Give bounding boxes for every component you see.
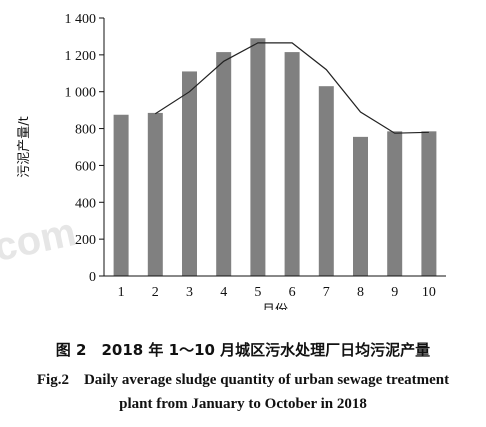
y-tick-label: 400 xyxy=(75,196,96,211)
watermark-text: com xyxy=(0,210,80,270)
x-tick-label: 4 xyxy=(220,285,227,300)
sludge-chart: com 0 200 400 600 800 1 000 1 200 1 400 1 2 3 4 5 6 7… xyxy=(0,12,446,310)
bar-month-10 xyxy=(421,131,437,276)
bar-month-3 xyxy=(182,71,197,276)
bar-month-4 xyxy=(216,52,232,276)
bar-month-6 xyxy=(284,52,300,276)
bar-month-2 xyxy=(147,112,163,277)
bar-month-9 xyxy=(387,131,403,276)
x-axis: 1 2 3 4 5 6 7 8 9 10 xyxy=(118,285,436,300)
x-tick-label: 7 xyxy=(323,285,330,300)
x-tick-label: 8 xyxy=(357,285,364,300)
bar-series xyxy=(113,38,437,277)
x-tick-label: 10 xyxy=(422,285,436,300)
x-tick-label: 1 xyxy=(118,285,125,300)
y-axis-title: 污泥产量/t xyxy=(17,116,32,177)
y-tick-label: 800 xyxy=(75,123,96,138)
bar-month-1 xyxy=(113,114,129,276)
x-tick-label: 2 xyxy=(152,285,159,300)
y-tick-label: 600 xyxy=(75,159,96,174)
caption-english-line1: Fig.2 Daily average sludge quantity of u… xyxy=(36,372,450,388)
x-tick-label: 9 xyxy=(391,285,398,300)
y-axis: 0 200 400 600 800 1 000 1 200 1 400 xyxy=(65,12,104,285)
x-tick-label: 6 xyxy=(289,285,296,300)
bar-month-7 xyxy=(318,86,334,276)
y-tick-label: 1 000 xyxy=(65,86,97,101)
x-axis-title: 月份 xyxy=(262,303,288,310)
trend-line xyxy=(154,42,429,134)
caption-chinese: 图 2 2018 年 1～10 月城区污水处理厂日均污泥产量 xyxy=(55,341,431,359)
x-tick-label: 3 xyxy=(186,285,193,300)
y-tick-label: 1 400 xyxy=(65,12,97,27)
caption-english-line2: plant from January to October in 2018 xyxy=(119,396,367,412)
bar-month-8 xyxy=(353,136,368,276)
x-tick-label: 5 xyxy=(254,285,261,300)
y-tick-label: 0 xyxy=(89,270,96,285)
y-tick-label: 200 xyxy=(75,233,96,248)
bar-month-5 xyxy=(250,38,266,277)
y-tick-label: 1 200 xyxy=(65,49,97,64)
